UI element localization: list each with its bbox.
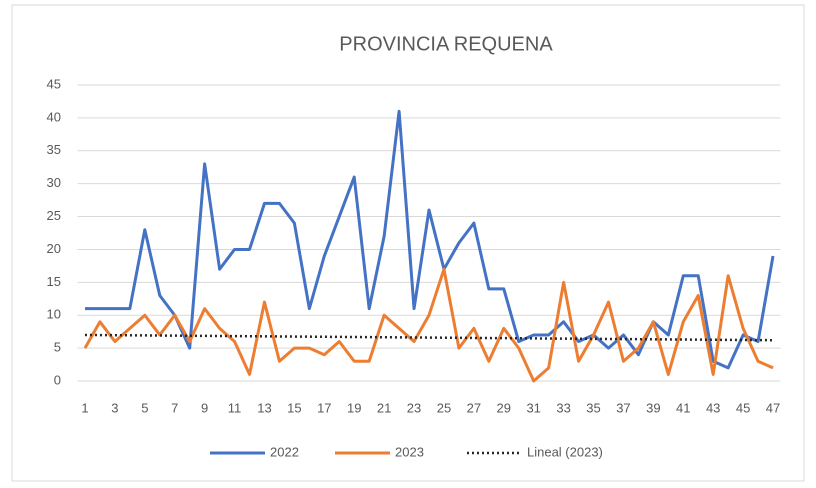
y-tick-label: 45 (47, 76, 61, 91)
x-tick-label: 35 (586, 400, 600, 415)
chart-title: PROVINCIA REQUENA (339, 33, 553, 55)
x-tick-label: 41 (676, 400, 690, 415)
legend-label: 2023 (395, 444, 424, 459)
y-tick-label: 25 (47, 208, 61, 223)
legend-label: 2022 (270, 444, 299, 459)
y-tick-label: 40 (47, 109, 61, 124)
x-tick-label: 19 (347, 400, 361, 415)
legend-label: Lineal (2023) (527, 444, 603, 459)
x-tick-label: 25 (437, 400, 451, 415)
y-tick-label: 15 (47, 274, 61, 289)
x-tick-label: 5 (141, 400, 148, 415)
x-tick-label: 7 (171, 400, 178, 415)
x-tick-label: 11 (228, 400, 242, 415)
x-tick-label: 3 (111, 400, 118, 415)
y-tick-label: 20 (47, 241, 61, 256)
y-tick-label: 0 (54, 372, 61, 387)
y-tick-label: 10 (47, 307, 61, 322)
x-tick-label: 33 (556, 400, 570, 415)
x-tick-label: 13 (257, 400, 271, 415)
y-tick-label: 35 (47, 142, 61, 157)
x-tick-label: 37 (616, 400, 630, 415)
x-tick-label: 43 (706, 400, 720, 415)
y-tick-label: 30 (47, 175, 61, 190)
series-line (84, 109, 775, 370)
x-tick-label: 21 (377, 400, 391, 415)
x-tick-label: 23 (407, 400, 421, 415)
x-tick-label: 27 (467, 400, 481, 415)
x-tick-label: 1 (81, 400, 88, 415)
y-tick-label: 5 (54, 340, 61, 355)
series-line (83, 267, 774, 383)
x-tick-label: 9 (201, 400, 208, 415)
x-tick-label: 47 (766, 400, 780, 415)
x-tick-label: 31 (526, 400, 540, 415)
x-tick-label: 39 (646, 400, 660, 415)
x-tick-label: 15 (287, 400, 301, 415)
x-tick-label: 17 (317, 400, 331, 415)
x-tick-label: 45 (736, 400, 750, 415)
x-tick-label: 29 (497, 400, 511, 415)
